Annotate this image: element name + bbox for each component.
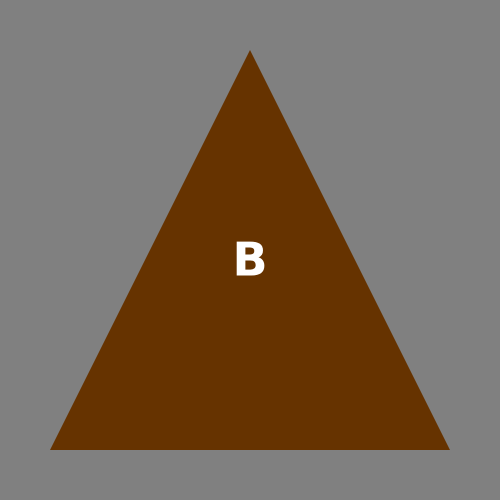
triangle-shape[interactable] — [50, 50, 450, 450]
triangle-label: B — [232, 233, 267, 287]
